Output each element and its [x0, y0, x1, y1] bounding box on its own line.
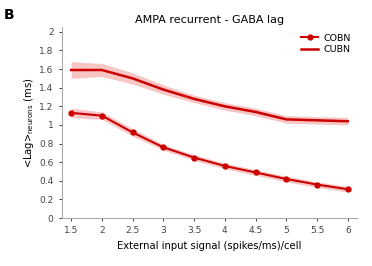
Title: AMPA recurrent - GABA lag: AMPA recurrent - GABA lag	[135, 15, 284, 25]
Y-axis label: <Lag>$_{\mathregular{neurons}}$ (ms): <Lag>$_{\mathregular{neurons}}$ (ms)	[22, 77, 36, 168]
X-axis label: External input signal (spikes/ms)/cell: External input signal (spikes/ms)/cell	[117, 241, 302, 251]
Text: B: B	[4, 8, 15, 22]
Legend: COBN, CUBN: COBN, CUBN	[299, 32, 352, 56]
